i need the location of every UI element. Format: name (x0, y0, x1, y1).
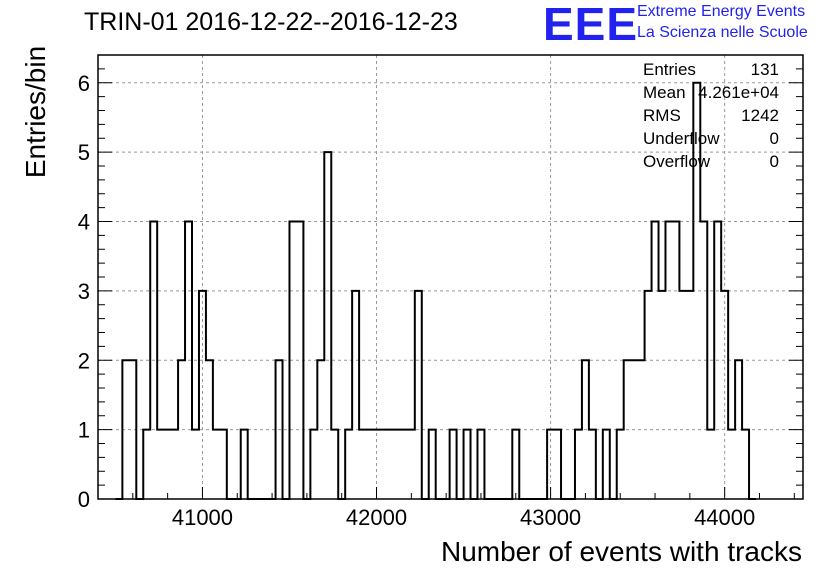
x-tick-label-0: 41000 (172, 505, 233, 530)
y-axis-label: Entries/bin (20, 45, 51, 179)
eee-logo: EEE (543, 0, 639, 50)
stat-overflow-value: 0 (769, 152, 779, 171)
y-tick-label-4: 4 (78, 210, 90, 235)
stat-overflow-label: Overflow (643, 152, 711, 171)
brand-line-2: La Scienza nelle Scuole (637, 24, 808, 41)
stat-entries-label: Entries (643, 60, 696, 79)
stat-entries-value: 131 (750, 60, 779, 79)
stat-underflow-value: 0 (769, 129, 779, 148)
y-tick-label-5: 5 (78, 140, 90, 165)
x-tick-label-1: 42000 (346, 505, 407, 530)
axis-ticks: 41000 42000 43000 44000 0 1 2 3 4 5 6 (78, 68, 803, 530)
stat-mean-value: 4.261e+04 (698, 83, 779, 102)
y-tick-label-1: 1 (78, 418, 90, 443)
stat-underflow-label: Underflow (643, 129, 720, 148)
y-tick-label-0: 0 (78, 487, 90, 512)
stat-mean-label: Mean (643, 83, 686, 102)
stat-rms-label: RMS (643, 106, 681, 125)
grid-lines (98, 55, 803, 499)
stat-rms-value: 1242 (741, 106, 779, 125)
y-tick-label-3: 3 (78, 279, 90, 304)
x-tick-label-3: 44000 (694, 505, 755, 530)
chart-title: TRIN-01 2016-12-22--2016-12-23 (84, 8, 458, 36)
y-tick-label-2: 2 (78, 348, 90, 373)
x-axis-label: Number of events with tracks (440, 536, 802, 567)
y-tick-label-6: 6 (78, 71, 90, 96)
brand-line-1: Extreme Energy Events (637, 3, 806, 20)
x-tick-label-2: 43000 (520, 505, 581, 530)
